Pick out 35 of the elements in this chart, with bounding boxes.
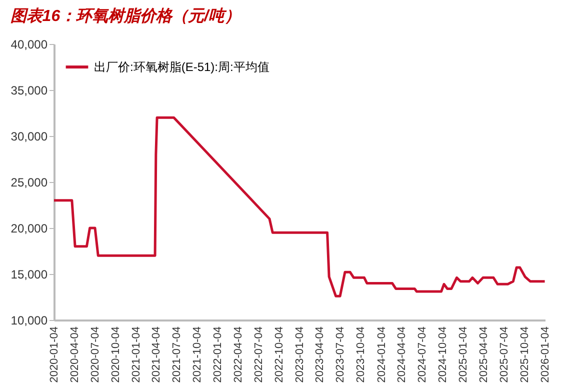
x-tick-label: 2024-10-04 bbox=[437, 326, 450, 383]
x-tick-label: 2020-07-04 bbox=[89, 326, 102, 383]
y-tick-label: 40,000 bbox=[10, 38, 48, 52]
x-tick-label: 2021-07-04 bbox=[171, 326, 184, 383]
y-tick-label: 10,000 bbox=[10, 314, 48, 328]
x-tick-label: 2023-04-04 bbox=[314, 326, 326, 383]
x-tick-label: 2020-10-04 bbox=[110, 326, 122, 383]
x-tick-label: 2022-01-04 bbox=[212, 326, 224, 383]
x-tick-label: 2021-04-04 bbox=[150, 326, 163, 383]
x-tick-label: 2024-04-04 bbox=[396, 326, 408, 383]
y-tick-label: 20,000 bbox=[10, 222, 48, 236]
y-tick-label: 25,000 bbox=[10, 176, 48, 190]
x-tick-label: 2021-10-04 bbox=[192, 326, 204, 383]
x-tick-label: 2022-07-04 bbox=[252, 326, 265, 383]
chart-title: 图表16：环氧树脂价格（元/吨） bbox=[10, 7, 241, 25]
y-tick-label: 15,000 bbox=[10, 268, 48, 282]
x-tick-label: 2020-01-04 bbox=[48, 326, 60, 383]
x-tick-label: 2024-01-04 bbox=[376, 326, 388, 383]
x-tick-label: 2025-04-04 bbox=[478, 326, 490, 383]
x-tick-label: 2025-10-04 bbox=[518, 326, 531, 383]
y-tick-label: 35,000 bbox=[10, 84, 48, 98]
line-series bbox=[52, 116, 546, 298]
legend-label: 出厂价:环氧树脂(E-51):周:平均值 bbox=[94, 60, 270, 74]
x-tick-label: 2023-10-04 bbox=[355, 326, 368, 383]
x-tick-label: 2023-07-04 bbox=[334, 326, 347, 383]
x-tick-label: 2025-07-04 bbox=[498, 326, 510, 383]
x-tick-label: 2022-04-04 bbox=[232, 326, 244, 383]
x-tick-label: 2021-01-04 bbox=[130, 326, 142, 383]
x-tick-label: 2023-01-04 bbox=[294, 326, 306, 383]
x-tick-label: 2020-04-04 bbox=[68, 326, 81, 383]
x-tick-label: 2026-01-04 bbox=[540, 326, 552, 383]
x-tick-label: 2022-10-04 bbox=[273, 326, 286, 383]
x-tick-label: 2024-07-04 bbox=[416, 326, 429, 383]
x-tick-label: 2025-01-04 bbox=[458, 326, 470, 383]
y-tick-label: 30,000 bbox=[10, 130, 48, 144]
